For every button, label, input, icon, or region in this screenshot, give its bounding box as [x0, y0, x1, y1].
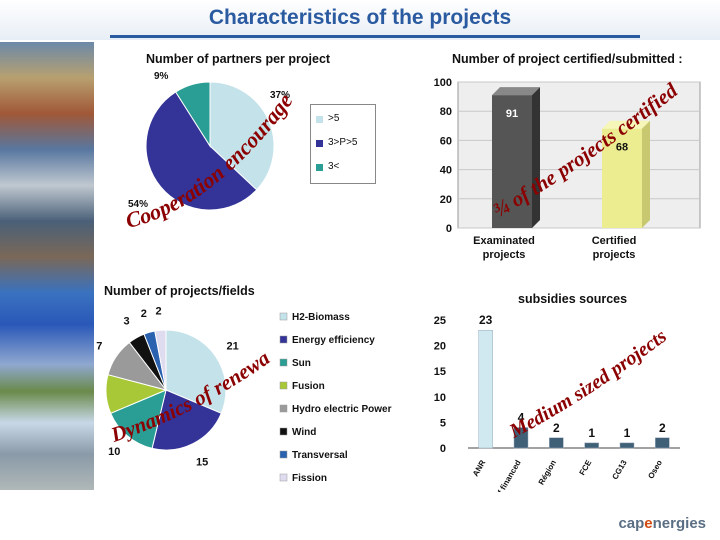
- pie-slice-energy-efficiency: [151, 389, 222, 451]
- bar-top-1: [602, 120, 650, 129]
- legend-label-energy-efficiency: Energy efficiency: [292, 335, 375, 346]
- legend-label-sun: Sun: [292, 358, 311, 369]
- legend-swatch-sun: [279, 358, 288, 367]
- pie-value-label-transversal: 2: [141, 308, 147, 320]
- bar-side-0: [532, 87, 540, 228]
- footer: capenergies: [0, 492, 720, 540]
- page-title: Characteristics of the projects: [208, 6, 512, 29]
- y-tick-label-100: 100: [434, 77, 452, 89]
- y-tick-label-0: 0: [446, 223, 452, 235]
- bar-value-label-cg13: 1: [624, 426, 631, 440]
- pie-value-label-wind: 3: [123, 315, 129, 327]
- partners-pie-chart: 37%54%9%Cooperation encouraged: [94, 42, 298, 233]
- legend-label-fission: Fission: [292, 473, 327, 484]
- bar-value-label-self-financed: 4: [518, 411, 525, 425]
- bar-r-gion: [549, 437, 564, 449]
- y-tick-label-60: 60: [440, 135, 452, 147]
- partners-panel: Number of partners per project 37% 54% 9% C…: [94, 42, 410, 268]
- bar-examinated-projects: [492, 95, 532, 228]
- legend-swatch-hydro-electric-power: [279, 404, 288, 413]
- pie-value-label-hydro-electric-power: 7: [96, 341, 102, 353]
- legend-label-3-5: 3>P>5: [328, 137, 358, 148]
- legend-label-gt5: >5: [328, 113, 340, 124]
- x-category-label-1-line1: Certified: [592, 235, 637, 247]
- pie-percent-label-3: 9%: [154, 71, 169, 82]
- title-underline: [110, 35, 640, 38]
- y-tick-label-20: 20: [440, 194, 452, 206]
- legend-swatch-fission: [279, 473, 288, 482]
- pie-slice-3-p-5: [145, 91, 258, 211]
- legend-label-transversal: Transversal: [292, 450, 348, 461]
- legend-swatch-3-5: [316, 140, 323, 147]
- pie-slice-sun: [110, 389, 167, 449]
- x-category-label-self-financed: Self financed: [490, 458, 523, 492]
- legend-swatch-wind: [279, 427, 288, 436]
- certified-bar-chart: 0 20 40 60 80 100 91 Examinated projects 68 Certif…: [434, 77, 701, 261]
- partners-chart-title: Number of partners per project: [146, 52, 331, 66]
- x-category-label-cg13: CG13: [610, 458, 629, 481]
- bar-fce: [584, 442, 599, 449]
- title-bar: [0, 0, 720, 40]
- bar-value-label-r-gion: 2: [553, 421, 560, 435]
- bar-anr: [478, 329, 493, 449]
- subsidies-panel: subsidies sources 0 5 10 15 20 25 23 ANR 4 Self f…: [410, 280, 720, 492]
- y-tick-label-40: 40: [440, 165, 452, 177]
- legend-swatch-h2-biomass: [279, 312, 288, 321]
- bar-value-label-0: 91: [506, 108, 518, 120]
- x-category-label-oseo: Oseo: [646, 458, 664, 480]
- legend-swatch-transversal: [279, 450, 288, 459]
- legend-swatch-gt5: [316, 116, 323, 123]
- bar-value-label-oseo: 2: [659, 421, 666, 435]
- y-tick-label-5: 5: [440, 417, 446, 429]
- legend-label-lt3: 3<: [328, 161, 340, 172]
- bar-oseo: [655, 437, 670, 449]
- legend-label-fusion: Fusion: [292, 381, 325, 392]
- pie-value-label-energy-efficiency: 15: [196, 456, 208, 468]
- pie-value-label-h2-biomass: 21: [227, 341, 239, 353]
- y-tick-label-20: 20: [434, 341, 446, 353]
- y-tick-label-10: 10: [434, 392, 446, 404]
- pie-slice-5: [209, 81, 275, 191]
- subsidies-bar-chart: 0 5 10 15 20 25 23 ANR 4 Self financed 2 Région 1 FCE…: [434, 313, 680, 492]
- pie-percent-label-3-p-5: 54%: [128, 199, 148, 210]
- legend-label-hydro-electric-power: Hydro electric Power: [292, 404, 392, 415]
- bar-top-0: [492, 87, 540, 96]
- pie-slice-fission: [154, 329, 167, 391]
- x-category-label-0-line1: Examinated: [473, 235, 535, 247]
- pie-value-label-fission: 2: [155, 305, 161, 317]
- certified-panel: Number of project certified/submitted : …: [410, 42, 720, 268]
- y-tick-label-0: 0: [440, 443, 446, 455]
- legend-label-h2-biomass: H2-Biomass: [292, 312, 350, 323]
- bar-cg13: [619, 442, 635, 449]
- x-category-label-anr: ANR: [471, 458, 488, 478]
- pie-slice-h2-biomass: [165, 329, 227, 414]
- x-category-label-1-line2: projects: [593, 249, 636, 261]
- pie-value-label-sun: 10: [108, 446, 120, 458]
- legend-swatch-fusion: [279, 381, 288, 390]
- fields-panel: Number of projects/fields 21151077322H2-…: [94, 280, 410, 492]
- bar-value-label-fce: 1: [588, 426, 595, 440]
- pie-slice-3: [175, 81, 211, 148]
- y-tick-label-15: 15: [434, 366, 446, 378]
- y-tick-label-25: 25: [434, 315, 446, 327]
- certified-chart-title: Number of project certified/submitted :: [452, 52, 683, 66]
- bar-self-financed: [513, 427, 529, 449]
- capenergies-logo: capenergies: [618, 515, 706, 532]
- legend-swatch-lt3: [316, 164, 323, 171]
- bar-value-label-1: 68: [616, 142, 628, 154]
- bar-certified-projects: [602, 128, 642, 228]
- legend-swatch-energy-efficiency: [279, 335, 288, 344]
- x-category-label-r-gion: Région: [537, 458, 558, 486]
- legend-label-wind: Wind: [292, 427, 316, 438]
- energy-photo-strip: [0, 42, 94, 490]
- bar-value-label-anr: 23: [479, 313, 493, 327]
- y-tick-label-80: 80: [440, 106, 452, 118]
- bar-side-1: [642, 120, 650, 228]
- fields-chart-title: Number of projects/fields: [104, 284, 255, 298]
- x-category-label-fce: FCE: [578, 458, 594, 477]
- subsidies-chart-title: subsidies sources: [518, 292, 628, 306]
- x-category-label-0-line2: projects: [483, 249, 526, 261]
- pie-percent-label-5: 37%: [270, 90, 290, 101]
